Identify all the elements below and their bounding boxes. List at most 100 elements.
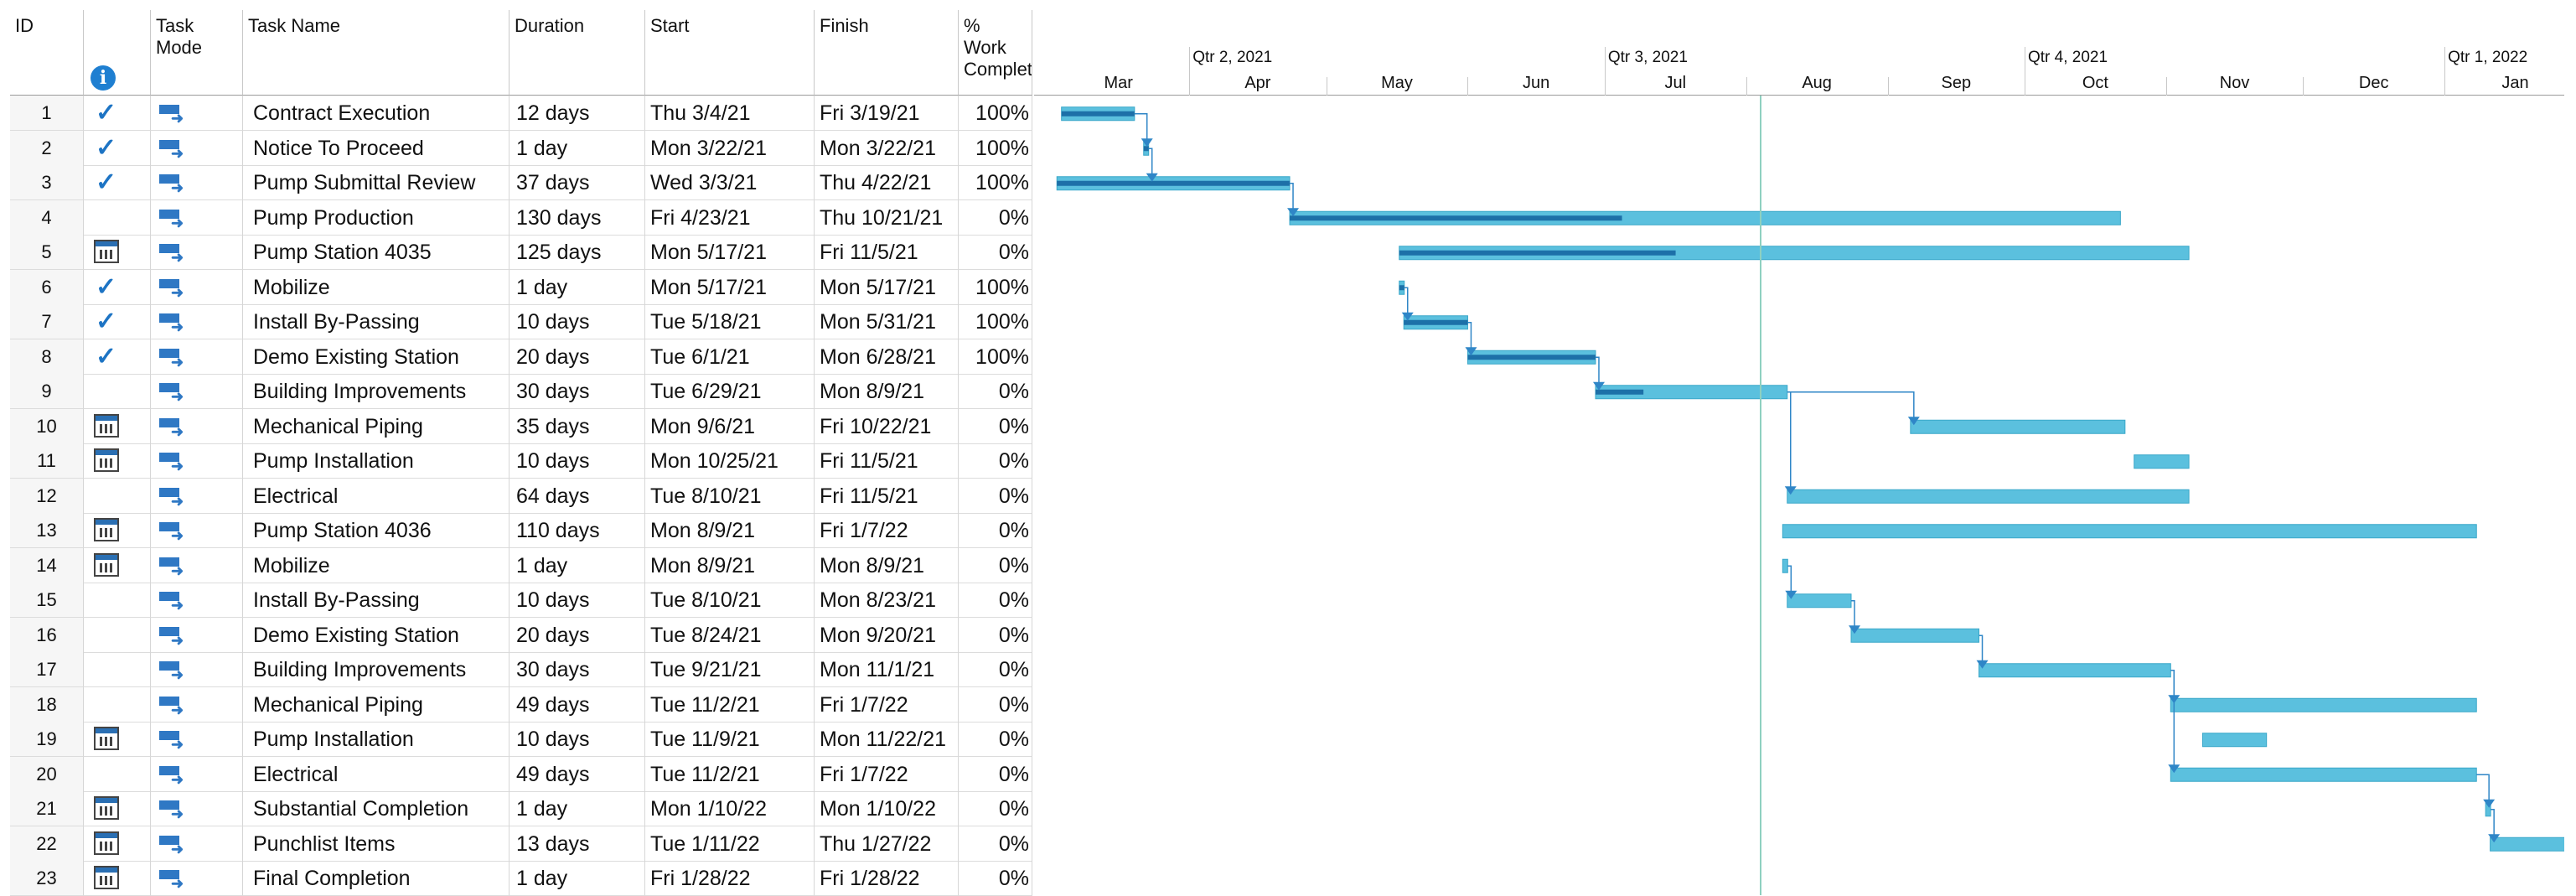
task-duration[interactable]: 35 days [510,408,645,444]
task-duration[interactable]: 1 day [510,130,645,166]
task-pct-work-complete[interactable]: 0% [959,513,1032,548]
task-row[interactable]: 1 ✓ ➜ Contract Execution 12 days Thu 3/4/21 Fr… [10,96,1032,131]
task-pct-work-complete[interactable]: 100% [959,165,1032,200]
task-pct-work-complete[interactable]: 0% [959,235,1032,270]
task-duration[interactable]: 1 day [510,269,645,305]
task-name[interactable]: Pump Station 4035 [243,235,510,270]
task-name[interactable]: Punchlist Items [243,826,510,862]
task-finish[interactable]: Mon 9/20/21 [815,617,959,653]
task-mode-cell[interactable]: ➜ [151,652,243,687]
task-row[interactable]: 2 ✓ ➜ Notice To Proceed 1 day Mon 3/22/21 Mon … [10,130,1032,166]
task-bar[interactable] [1979,663,2171,678]
task-start[interactable]: Tue 11/2/21 [645,756,815,792]
task-finish[interactable]: Fri 1/7/22 [815,756,959,792]
task-name[interactable]: Pump Station 4036 [243,513,510,548]
task-name[interactable]: Pump Production [243,199,510,236]
task-start[interactable]: Tue 11/2/21 [645,686,815,722]
task-mode-cell[interactable]: ➜ [151,374,243,409]
task-finish[interactable]: Mon 11/22/21 [815,722,959,757]
task-pct-work-complete[interactable]: 0% [959,408,1032,444]
task-finish[interactable]: Fri 10/22/21 [815,408,959,444]
task-row[interactable]: 15 ➜ Install By-Passing 10 days Tue 8/10/21 M… [10,583,1032,618]
task-name[interactable]: Building Improvements [243,374,510,409]
task-finish[interactable]: Thu 4/22/21 [815,165,959,200]
task-row[interactable]: 14 ➜ Mobilize 1 day Mon 8/9/21 Mon 8/9/21 0% [10,547,1032,583]
task-pct-work-complete[interactable]: 0% [959,686,1032,722]
task-row[interactable]: 22 ➜ Punchlist Items 13 days Tue 1/11/22 Thu … [10,826,1032,862]
task-row[interactable]: 20 ➜ Electrical 49 days Tue 11/2/21 Fri 1/7/2… [10,756,1032,792]
task-bar[interactable] [1782,558,1788,573]
task-pct-work-complete[interactable]: 0% [959,617,1032,653]
task-mode-cell[interactable]: ➜ [151,791,243,826]
task-pct-work-complete[interactable]: 0% [959,722,1032,757]
task-duration[interactable]: 37 days [510,165,645,200]
task-finish[interactable]: Fri 11/5/21 [815,478,959,514]
task-row[interactable]: 10 ➜ Mechanical Piping 35 days Mon 9/6/21 Fri… [10,408,1032,444]
task-duration[interactable]: 130 days [510,199,645,236]
task-name[interactable]: Notice To Proceed [243,130,510,166]
task-start[interactable]: Mon 3/22/21 [645,130,815,166]
task-start[interactable]: Fri 1/28/22 [645,861,815,896]
task-pct-work-complete[interactable]: 100% [959,269,1032,305]
task-duration[interactable]: 10 days [510,722,645,757]
task-row[interactable]: 17 ➜ Building Improvements 30 days Tue 9/21/… [10,652,1032,687]
task-finish[interactable]: Fri 11/5/21 [815,235,959,270]
task-name[interactable]: Mechanical Piping [243,408,510,444]
task-mode-cell[interactable]: ➜ [151,686,243,722]
task-duration[interactable]: 125 days [510,235,645,270]
task-mode-cell[interactable]: ➜ [151,513,243,548]
column-header-task-mode[interactable]: Task Mode [151,10,243,96]
task-finish[interactable]: Mon 1/10/22 [815,791,959,826]
task-finish[interactable]: Mon 5/31/21 [815,304,959,339]
task-pct-work-complete[interactable]: 0% [959,199,1032,236]
task-name[interactable]: Install By-Passing [243,304,510,339]
task-mode-cell[interactable]: ➜ [151,861,243,896]
task-start[interactable]: Wed 3/3/21 [645,165,815,200]
task-duration[interactable]: 1 day [510,861,645,896]
task-finish[interactable]: Fri 1/7/22 [815,686,959,722]
task-row[interactable]: 6 ✓ ➜ Mobilize 1 day Mon 5/17/21 Mon 5/17/21 10… [10,269,1032,305]
task-name[interactable]: Building Improvements [243,652,510,687]
task-row[interactable]: 23 ➜ Final Completion 1 day Fri 1/28/22 Fri 1… [10,861,1032,896]
task-pct-work-complete[interactable]: 0% [959,478,1032,514]
column-header-duration[interactable]: Duration [510,10,645,96]
task-duration[interactable]: 30 days [510,374,645,409]
task-finish[interactable]: Fri 11/5/21 [815,443,959,479]
task-row[interactable]: 16 ➜ Demo Existing Station 20 days Tue 8/24/… [10,617,1032,653]
task-mode-cell[interactable]: ➜ [151,199,243,236]
task-mode-cell[interactable]: ➜ [151,583,243,618]
task-pct-work-complete[interactable]: 0% [959,756,1032,792]
task-finish[interactable]: Mon 6/28/21 [815,339,959,375]
task-duration[interactable]: 13 days [510,826,645,862]
task-row[interactable]: 12 ➜ Electrical 64 days Tue 8/10/21 Fri 11/5/… [10,478,1032,514]
task-start[interactable]: Mon 5/17/21 [645,269,815,305]
task-pct-work-complete[interactable]: 0% [959,547,1032,583]
task-mode-cell[interactable]: ➜ [151,304,243,339]
task-duration[interactable]: 64 days [510,478,645,514]
task-duration[interactable]: 20 days [510,617,645,653]
task-start[interactable]: Tue 8/24/21 [645,617,815,653]
task-mode-cell[interactable]: ➜ [151,165,243,200]
task-pct-work-complete[interactable]: 0% [959,861,1032,896]
task-mode-cell[interactable]: ➜ [151,443,243,479]
column-header-indicators[interactable]: i [84,10,151,96]
task-duration[interactable]: 1 day [510,547,645,583]
column-header-finish[interactable]: Finish [815,10,959,96]
task-start[interactable]: Mon 10/25/21 [645,443,815,479]
task-name[interactable]: Final Completion [243,861,510,896]
task-start[interactable]: Tue 11/9/21 [645,722,815,757]
task-start[interactable]: Mon 5/17/21 [645,235,815,270]
task-mode-cell[interactable]: ➜ [151,130,243,166]
task-finish[interactable]: Mon 5/17/21 [815,269,959,305]
task-pct-work-complete[interactable]: 0% [959,443,1032,479]
task-pct-work-complete[interactable]: 100% [959,339,1032,375]
task-start[interactable]: Tue 9/21/21 [645,652,815,687]
task-row[interactable]: 3 ✓ ➜ Pump Submittal Review 37 days Wed 3/3/2… [10,165,1032,200]
task-bar[interactable] [1289,210,2121,225]
task-bar[interactable] [2201,733,2268,748]
task-bar[interactable] [1782,524,2477,539]
task-bar[interactable] [2134,454,2190,469]
task-pct-work-complete[interactable]: 100% [959,304,1032,339]
task-duration[interactable]: 49 days [510,756,645,792]
column-header-task-name[interactable]: Task Name [243,10,510,96]
